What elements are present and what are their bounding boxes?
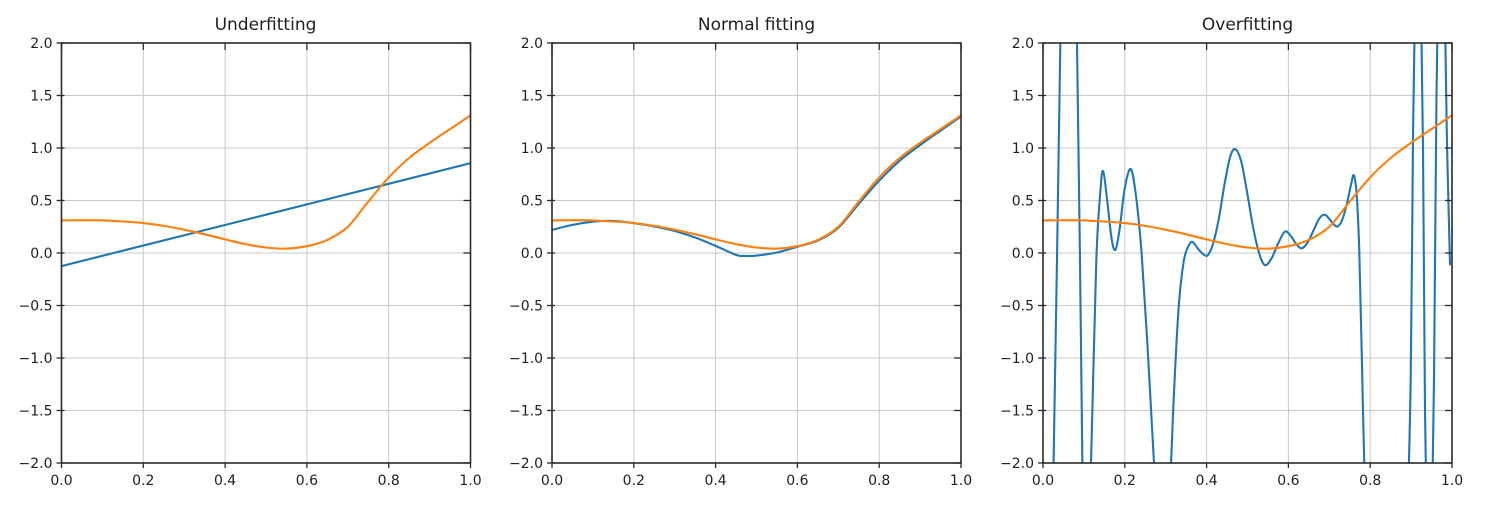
y-tick-label: −0.5: [509, 299, 543, 315]
y-tick-label: 0.0: [521, 246, 543, 262]
y-tick-label: 2.0: [521, 36, 543, 52]
grid: [61, 42, 471, 464]
y-tick-label: 1.0: [1012, 141, 1034, 157]
series-true-function: [1043, 114, 1452, 250]
y-tick-label: 0.5: [30, 194, 52, 210]
grid: [551, 42, 962, 464]
plot-title-normal-fitting: Normal fitting: [697, 15, 816, 35]
y-tick-label: 2.0: [30, 36, 52, 52]
x-tick-label: 0.8: [868, 473, 890, 489]
y-tick-label: −0.5: [19, 299, 53, 315]
y-tick-label: −1.5: [1000, 404, 1034, 420]
y-tick-label: −1.0: [19, 351, 53, 367]
y-tick-label: −1.5: [19, 404, 53, 420]
ticks: [56, 42, 472, 468]
x-tick-label: 0.2: [1114, 473, 1136, 489]
x-tick-label: 0.6: [296, 473, 318, 489]
x-tick-label: 0.6: [1277, 473, 1299, 489]
x-tick-label: 0.6: [786, 473, 808, 489]
series-model-fit: [1052, 43, 1452, 463]
y-tick-label: 1.0: [521, 141, 543, 157]
series-true-function: [552, 114, 961, 250]
plot-title-underfitting: Underfitting: [214, 15, 317, 35]
y-tick-label: 1.5: [30, 89, 52, 105]
x-tick-label: 0.0: [541, 473, 563, 489]
ticks: [547, 42, 962, 468]
x-tick-label: 0.8: [1359, 473, 1381, 489]
y-tick-label: −1.0: [509, 351, 543, 367]
grid: [1042, 42, 1453, 464]
series-group: [1043, 43, 1452, 463]
y-tick-label: 0.0: [30, 246, 52, 262]
y-tick-label: −1.5: [509, 404, 543, 420]
y-tick-label: 0.0: [1012, 246, 1034, 262]
y-tick-label: −2.0: [19, 456, 53, 472]
plot-title-overfitting: Overfitting: [1201, 15, 1294, 35]
subplot-overfitting: 0.0 0.2 0.4 0.6 0.8 1.0 −2.0 −1.5 −1.0 −0.5 0.0 0.5…: [1000, 36, 1463, 489]
x-tick-label: 0.0: [1032, 473, 1054, 489]
y-tick-label: 0.5: [521, 194, 543, 210]
y-tick-label: 1.0: [30, 141, 52, 157]
y-tick-label: −0.5: [1000, 299, 1034, 315]
ticks: [1038, 42, 1453, 468]
x-tick-label: 0.4: [214, 473, 236, 489]
series-true-function: [61, 114, 471, 250]
x-tick-label: 1.0: [459, 473, 481, 489]
series-model-fit: [552, 115, 961, 258]
x-tick-label: 1.0: [950, 473, 972, 489]
x-tick-label: 0.2: [132, 473, 154, 489]
x-tick-label: 1.0: [1441, 473, 1463, 489]
y-tick-label: −2.0: [509, 456, 543, 472]
tick-labels: 0.0 0.2 0.4 0.6 0.8 1.0 −2.0 −1.5 −1.0 −0.5 0.0 0.5…: [1000, 36, 1463, 489]
series-group: [552, 114, 961, 258]
subplot-normal-fitting: 0.0 0.2 0.4 0.6 0.8 1.0 −2.0 −1.5 −1.0 −0.5 0.0 0.5…: [509, 36, 972, 489]
x-tick-label: 0.0: [50, 473, 72, 489]
y-tick-label: 2.0: [1012, 36, 1034, 52]
subplot-underfitting: 0.0 0.2 0.4 0.6 0.8 1.0 −2.0 −1.5 −1.0 −0.5 0.0 0.5…: [19, 36, 482, 489]
series-model-fit: [61, 162, 471, 268]
y-tick-label: 1.5: [1012, 89, 1034, 105]
y-tick-label: −1.0: [1000, 351, 1034, 367]
y-tick-label: 1.5: [521, 89, 543, 105]
tick-labels: 0.0 0.2 0.4 0.6 0.8 1.0 −2.0 −1.5 −1.0 −0.5 0.0 0.5…: [509, 36, 972, 489]
y-tick-label: 0.5: [1012, 194, 1034, 210]
x-tick-label: 0.4: [1195, 473, 1217, 489]
y-tick-label: −2.0: [1000, 456, 1034, 472]
series-group: [61, 114, 471, 268]
x-tick-label: 0.2: [623, 473, 645, 489]
x-tick-label: 0.4: [704, 473, 726, 489]
tick-labels: 0.0 0.2 0.4 0.6 0.8 1.0 −2.0 −1.5 −1.0 −0.5 0.0 0.5…: [19, 36, 482, 489]
x-tick-label: 0.8: [378, 473, 400, 489]
